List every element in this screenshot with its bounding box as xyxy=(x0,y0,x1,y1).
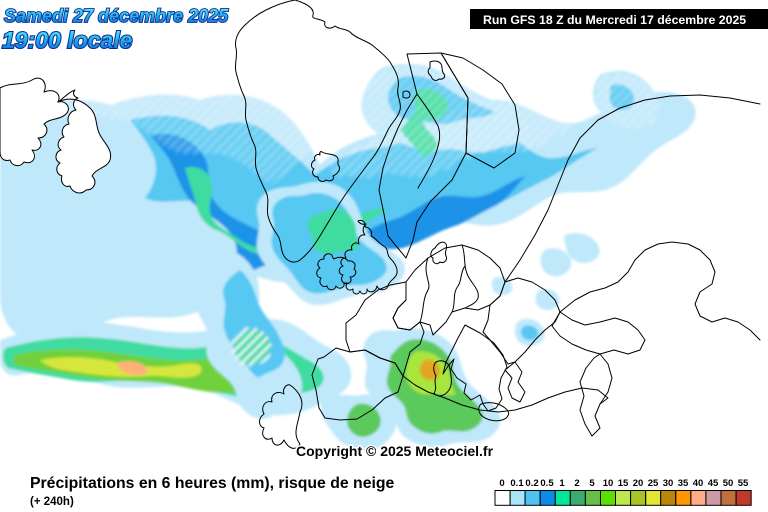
svg-text:10: 10 xyxy=(603,478,614,489)
svg-text:30: 30 xyxy=(663,478,674,489)
svg-text:40: 40 xyxy=(693,478,704,489)
svg-text:0.2: 0.2 xyxy=(525,478,538,489)
svg-text:(+ 240h): (+ 240h) xyxy=(30,496,74,508)
svg-text:Précipitations en 6 heures (mm: Précipitations en 6 heures (mm), risque … xyxy=(30,475,395,492)
svg-text:1: 1 xyxy=(559,478,565,489)
svg-text:5: 5 xyxy=(589,478,595,489)
svg-text:35: 35 xyxy=(678,478,689,489)
svg-text:Copyright © 2025 Meteociel.fr: Copyright © 2025 Meteociel.fr xyxy=(296,443,494,459)
svg-text:0.5: 0.5 xyxy=(540,478,554,489)
svg-text:Run GFS 18 Z du Mercredi 17 dé: Run GFS 18 Z du Mercredi 17 décembre 202… xyxy=(483,13,746,27)
svg-text:20: 20 xyxy=(633,478,644,489)
svg-text:2: 2 xyxy=(574,478,579,489)
svg-text:55: 55 xyxy=(738,478,749,489)
svg-text:Samedi 27 décembre 2025: Samedi 27 décembre 2025 xyxy=(4,6,229,26)
svg-text:19:00 locale: 19:00 locale xyxy=(2,27,133,53)
svg-text:45: 45 xyxy=(708,478,719,489)
svg-text:15: 15 xyxy=(618,478,629,489)
svg-text:0.1: 0.1 xyxy=(510,478,524,489)
svg-text:0: 0 xyxy=(499,478,504,489)
svg-text:50: 50 xyxy=(723,478,734,489)
svg-text:25: 25 xyxy=(648,478,659,489)
